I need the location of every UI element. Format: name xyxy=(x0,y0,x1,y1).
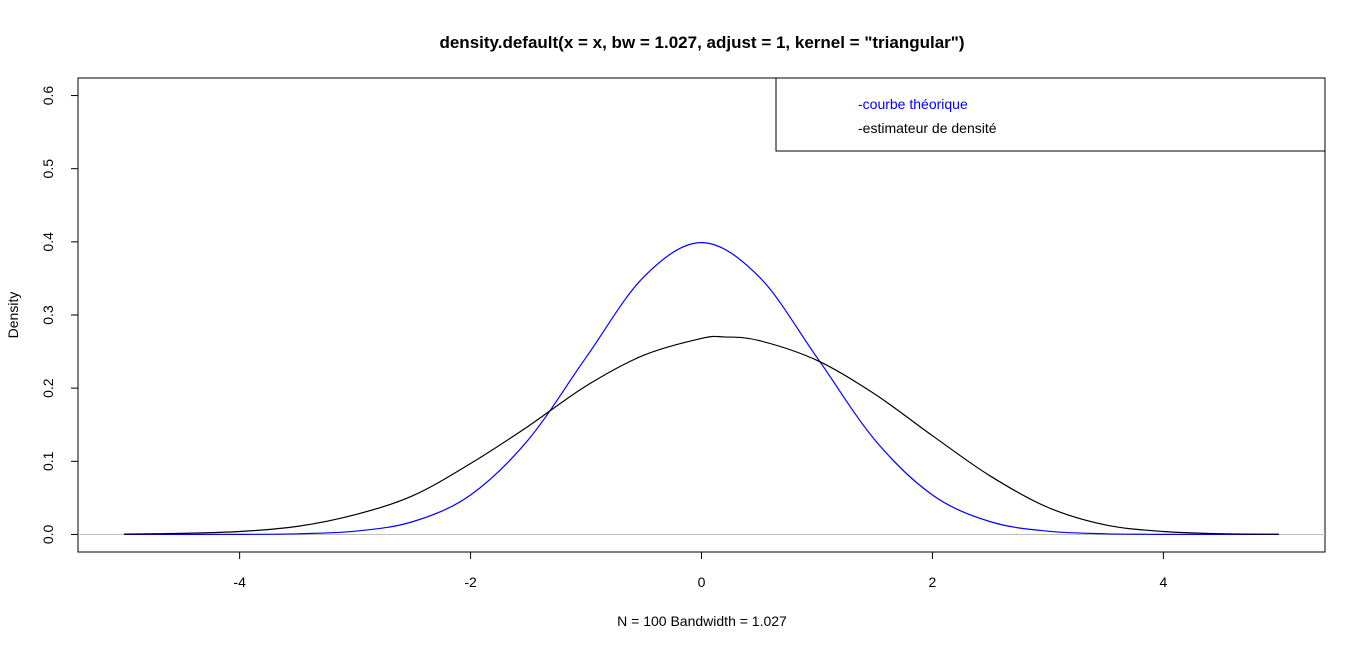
y-tick-label: 0.0 xyxy=(40,525,56,545)
legend-box xyxy=(775,77,1326,152)
y-tick-label: 0.4 xyxy=(40,232,56,252)
legend-entry-estimateur-densite: -estimateur de densité xyxy=(858,120,997,136)
y-tick-label: 0.3 xyxy=(40,305,56,325)
legend: -courbe théorique -estimateur de densité xyxy=(775,77,1326,152)
x-tick-label: -2 xyxy=(464,574,477,590)
x-tick-label: 4 xyxy=(1159,574,1167,590)
series-line-courbe-theorique xyxy=(124,242,1279,536)
x-tick-label: 0 xyxy=(698,574,706,590)
x-axis: -4 -2 0 2 4 xyxy=(233,551,1167,590)
y-tick-label: 0.2 xyxy=(40,378,56,398)
y-tick-label: 0.6 xyxy=(40,86,56,106)
x-tick-label: 2 xyxy=(929,574,937,590)
y-axis: 0.0 0.1 0.2 0.3 0.4 0.5 0.6 xyxy=(40,86,79,545)
y-tick-label: 0.5 xyxy=(40,159,56,179)
series-line-estimateur-densite xyxy=(124,335,1279,535)
chart-title: density.default(x = x, bw = 1.027, adjus… xyxy=(439,33,964,52)
series-layer xyxy=(124,242,1279,536)
y-axis-label: Density xyxy=(5,292,21,339)
x-axis-label: N = 100 Bandwidth = 1.027 xyxy=(617,613,787,629)
y-tick-label: 0.1 xyxy=(40,451,56,471)
legend-entry-courbe-theorique: -courbe théorique xyxy=(858,96,968,112)
x-tick-label: -4 xyxy=(233,574,246,590)
